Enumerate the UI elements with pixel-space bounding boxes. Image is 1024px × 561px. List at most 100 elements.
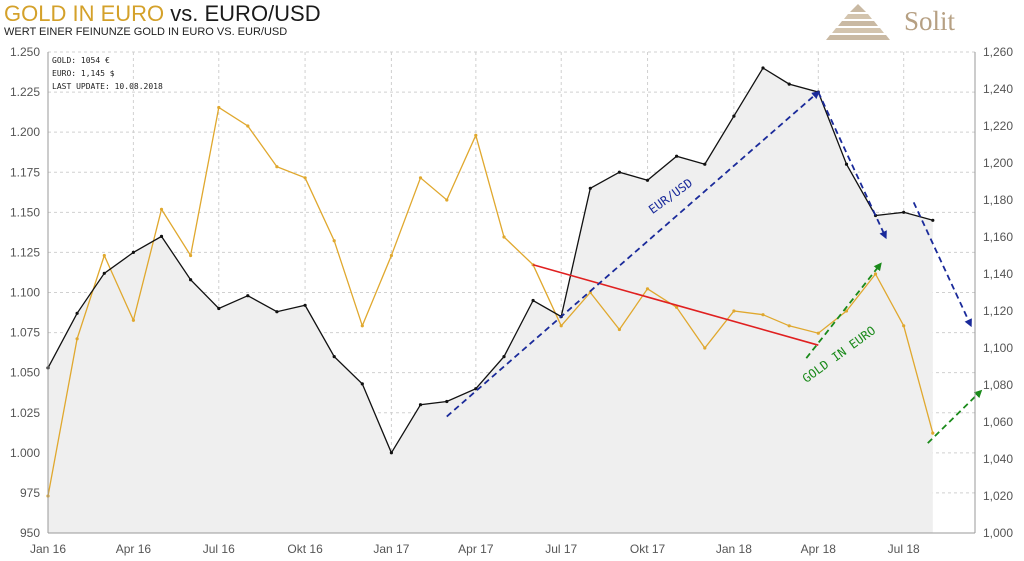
right-tick-label: 1,260 (983, 45, 1013, 59)
eurusd-data-point (617, 170, 622, 174)
series-line-eurusd (47, 67, 933, 455)
right-tick-label: 1,140 (983, 267, 1013, 281)
x-tick-label: Apr 16 (116, 542, 152, 556)
gold-data-point (617, 327, 622, 332)
x-tick-label: Jul 18 (888, 542, 920, 556)
x-tick-label: Jan 18 (716, 542, 752, 556)
gold-data-point (761, 313, 765, 317)
eurusd-data-point (217, 306, 221, 311)
info-euro: EURO: 1,145 $ (52, 69, 115, 78)
info-last-update: LAST UPDATE: 10.08.2018 (52, 82, 163, 91)
right-tick-label: 1,220 (983, 119, 1013, 133)
gold-data-point (303, 176, 307, 180)
eurusd-data-point (675, 154, 679, 158)
eurusd-data-point (131, 250, 135, 254)
eurusd-data-point (418, 403, 423, 407)
gold-data-point (275, 165, 279, 169)
page-title: GOLD IN EURO vs. EURO/USD (4, 2, 321, 26)
eurusd-data-point (531, 298, 535, 303)
left-tick-label: 950 (20, 526, 40, 540)
eurusd-data-point (189, 278, 193, 282)
right-tick-label: 1,240 (983, 82, 1013, 96)
eurusd-data-point (732, 114, 736, 118)
lines-layer (46, 66, 935, 498)
gold-data-point (217, 105, 221, 110)
info-box: GOLD: 1054 € EURO: 1,145 $ LAST UPDATE: … (52, 56, 163, 91)
page-subtitle: WERT EINER FEINUNZE GOLD IN EURO VS. EUR… (4, 26, 288, 38)
x-tick-label: Jan 16 (30, 542, 66, 556)
gold-data-point (873, 272, 878, 276)
x-tick-label: Jul 17 (545, 542, 577, 556)
right-tick-label: 1,000 (983, 526, 1013, 540)
gold-data-point (645, 287, 650, 291)
eurusd-data-point (303, 303, 307, 307)
left-tick-label: 975 (20, 486, 40, 500)
eurusd-data-point (102, 271, 106, 275)
gold-data-point (102, 253, 106, 258)
left-tick-label: 1.050 (10, 366, 40, 380)
gold-data-point (131, 318, 135, 322)
eurusd-data-point (787, 82, 791, 86)
logo-text: Solit (904, 6, 956, 36)
trend-line-red (532, 263, 819, 346)
left-tick-label: 1.225 (10, 85, 40, 99)
x-tick-label: Jan 17 (373, 542, 409, 556)
left-tick-label: 1.125 (10, 245, 40, 259)
gold-data-point (559, 324, 563, 328)
left-tick-label: 1.175 (10, 165, 40, 179)
gold-data-point (389, 253, 393, 258)
gold-data-point (445, 198, 449, 202)
gold-data-point (931, 431, 935, 435)
pyramid-icon (826, 4, 890, 40)
title-gold-part: GOLD IN EURO (4, 1, 165, 26)
x-tick-label: Apr 18 (801, 542, 837, 556)
eurusd-data-point (75, 311, 79, 315)
left-tick-label: 1.000 (10, 446, 40, 460)
right-tick-label: 1,040 (983, 452, 1013, 466)
gold-data-point (418, 176, 423, 180)
info-gold: GOLD: 1054 € (52, 56, 110, 65)
right-tick-label: 1,060 (983, 415, 1013, 429)
right-tick-label: 1,020 (983, 489, 1013, 503)
eurusd-data-point (588, 186, 592, 190)
right-tick-label: 1,180 (983, 193, 1013, 207)
trend-arrow-eurusd-down (817, 91, 887, 240)
gold-data-point (703, 346, 707, 350)
eurusd-data-point (931, 218, 935, 222)
gold-data-point (588, 290, 592, 295)
trend-arrow-gold-future (927, 389, 983, 444)
eurusd-data-point (761, 66, 765, 70)
x-tick-label: Apr 17 (458, 542, 494, 556)
eurusd-data-point (159, 234, 164, 238)
eurusd-data-point (645, 178, 650, 182)
eurusd-data-point (275, 310, 279, 314)
gold-data-point (75, 337, 79, 341)
gold-data-point (902, 324, 906, 328)
eurusd-data-point (502, 355, 506, 359)
right-tick-label: 1,200 (983, 156, 1013, 170)
eurusd-data-point (844, 162, 849, 166)
left-tick-label: 1.100 (10, 286, 40, 300)
gold-data-point (360, 324, 364, 328)
gold-data-point (246, 124, 250, 128)
left-tick-label: 1.250 (10, 45, 40, 59)
eurusd-data-point (445, 399, 449, 404)
gold-data-point (787, 324, 791, 328)
eurusd-data-point (360, 382, 364, 386)
eurusd-data-point (246, 294, 250, 298)
x-tick-label: Jul 16 (203, 542, 235, 556)
axes-layer: Jan 16 Apr 16 Jul 16 Okt 16 Jan 17 Apr 17 Jul … (10, 45, 1013, 556)
eurusd-data-point (332, 355, 336, 359)
gold-data-point (816, 331, 820, 335)
title-rest-part: vs. EURO/USD (170, 1, 321, 26)
eurusd-data-point (389, 451, 393, 455)
gold-data-point (189, 253, 193, 258)
gold-data-point (675, 305, 679, 309)
x-tick-label: Okt 16 (287, 542, 323, 556)
trend-arrow-eurusd-future (912, 201, 972, 328)
gold-data-point (732, 309, 736, 313)
gold-data-point (844, 309, 849, 313)
gold-data-point (159, 207, 164, 211)
